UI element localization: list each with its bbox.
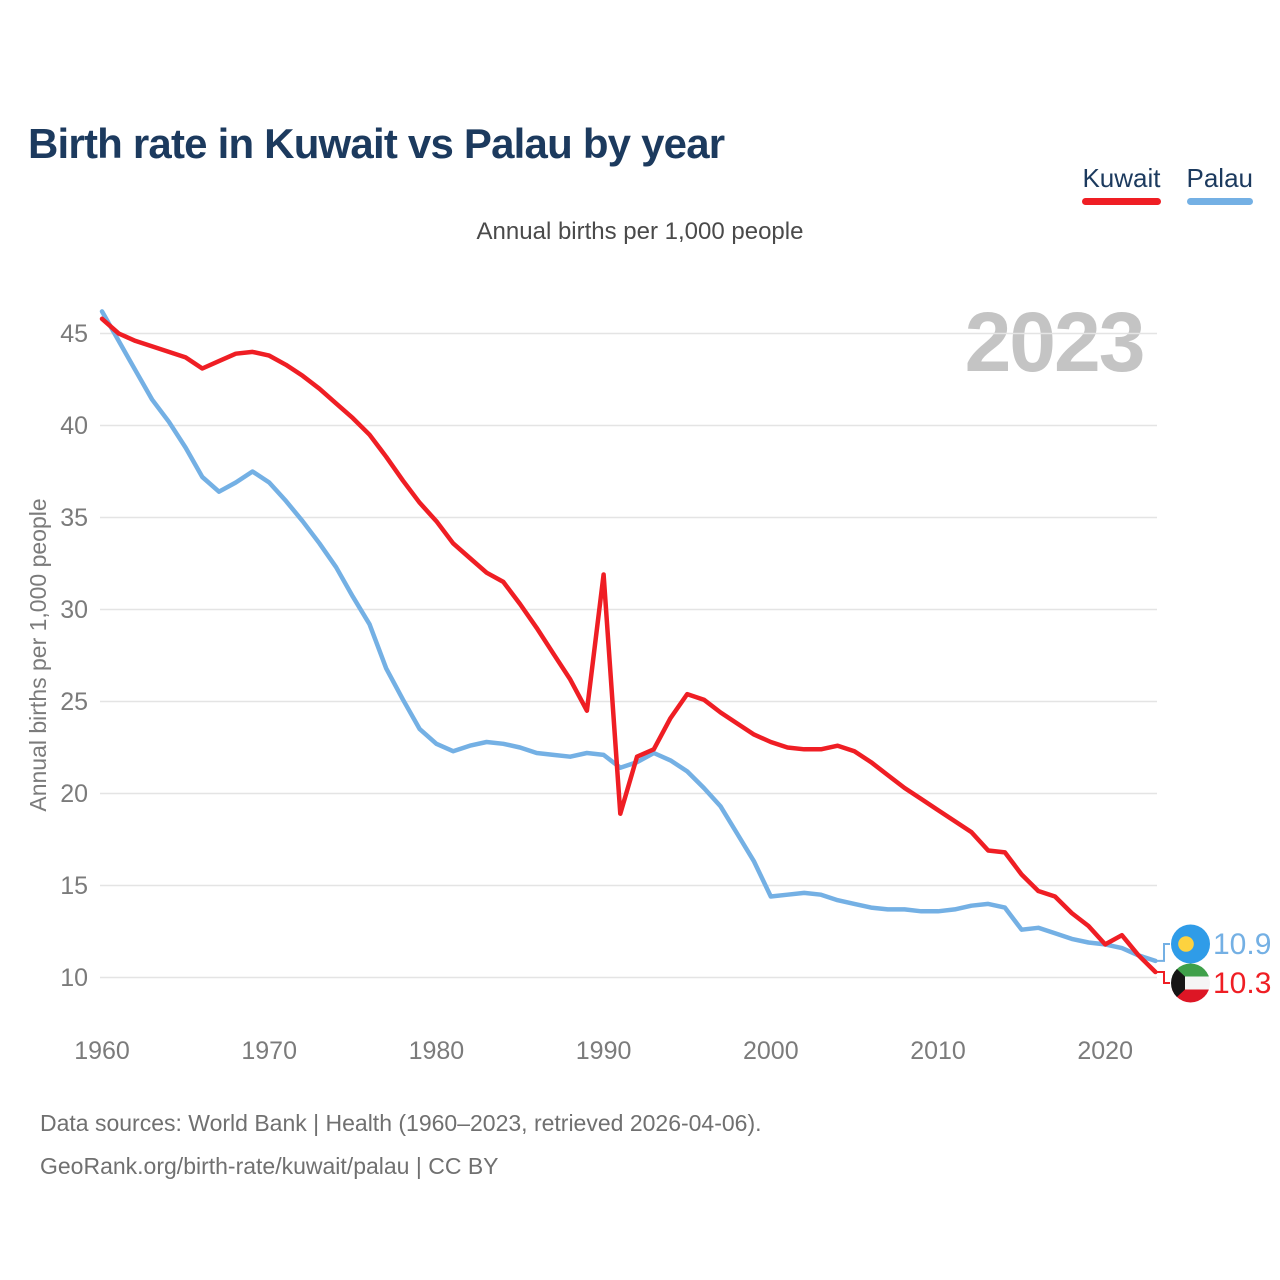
end-connector-kuwait [1156, 971, 1170, 984]
legend-swatch-kuwait [1082, 198, 1161, 205]
y-tick-label: 10 [60, 964, 88, 992]
x-tick-label: 1990 [576, 1037, 632, 1065]
end-value-kuwait: 10.3 [1213, 967, 1271, 1000]
x-tick-label: 1960 [74, 1037, 130, 1065]
y-tick-label: 45 [60, 320, 88, 348]
palau-flag-icon [1171, 924, 1210, 964]
palau-flag-moon [1178, 936, 1194, 952]
x-axis-tick-labels: 1960 1970 1980 1990 2000 2010 2020 [74, 1037, 1133, 1065]
y-tick-label: 15 [60, 872, 88, 900]
x-tick-label: 2010 [910, 1037, 966, 1065]
x-tick-label: 1970 [241, 1037, 297, 1065]
legend-label-kuwait: Kuwait [1082, 163, 1161, 193]
chart-legend: Kuwait Palau [1082, 163, 1253, 205]
x-tick-label: 1980 [409, 1037, 465, 1065]
gridlines [100, 332, 1157, 979]
kuwait-flag-black-trapezoid [1171, 963, 1185, 1003]
y-axis-title: Annual births per 1,000 people [25, 498, 51, 811]
y-tick-label: 20 [60, 780, 88, 808]
y-tick-label: 25 [60, 688, 88, 716]
series-line-palau[interactable] [99, 309, 1158, 964]
legend-item-palau[interactable]: Palau [1186, 163, 1254, 205]
footer-attribution-line: GeoRank.org/birth-rate/kuwait/palau | CC… [40, 1153, 499, 1179]
y-tick-label: 35 [60, 504, 88, 532]
footer-sources-line: Data sources: World Bank | Health (1960–… [40, 1110, 762, 1136]
y-tick-label: 30 [60, 596, 88, 624]
series-line-kuwait[interactable] [99, 316, 1158, 975]
page-title: Birth rate in Kuwait vs Palau by year [28, 120, 725, 168]
end-value-palau: 10.9 [1213, 928, 1271, 961]
y-axis-tick-labels: 10 15 20 25 30 35 40 45 [60, 320, 88, 992]
legend-label-palau: Palau [1186, 163, 1254, 193]
year-watermark: 2023 [965, 295, 1144, 389]
x-tick-label: 2020 [1077, 1037, 1133, 1065]
y-tick-label: 40 [60, 412, 88, 440]
chart-subtitle: Annual births per 1,000 people [476, 218, 804, 245]
x-tick-label: 2000 [743, 1037, 799, 1065]
legend-swatch-palau [1186, 198, 1253, 205]
legend-item-kuwait[interactable]: Kuwait [1082, 163, 1161, 205]
end-connector-palau [1156, 943, 1170, 962]
kuwait-flag-icon [1171, 963, 1210, 1003]
chart-footer: Data sources: World Bank | Health (1960–… [40, 1102, 762, 1188]
